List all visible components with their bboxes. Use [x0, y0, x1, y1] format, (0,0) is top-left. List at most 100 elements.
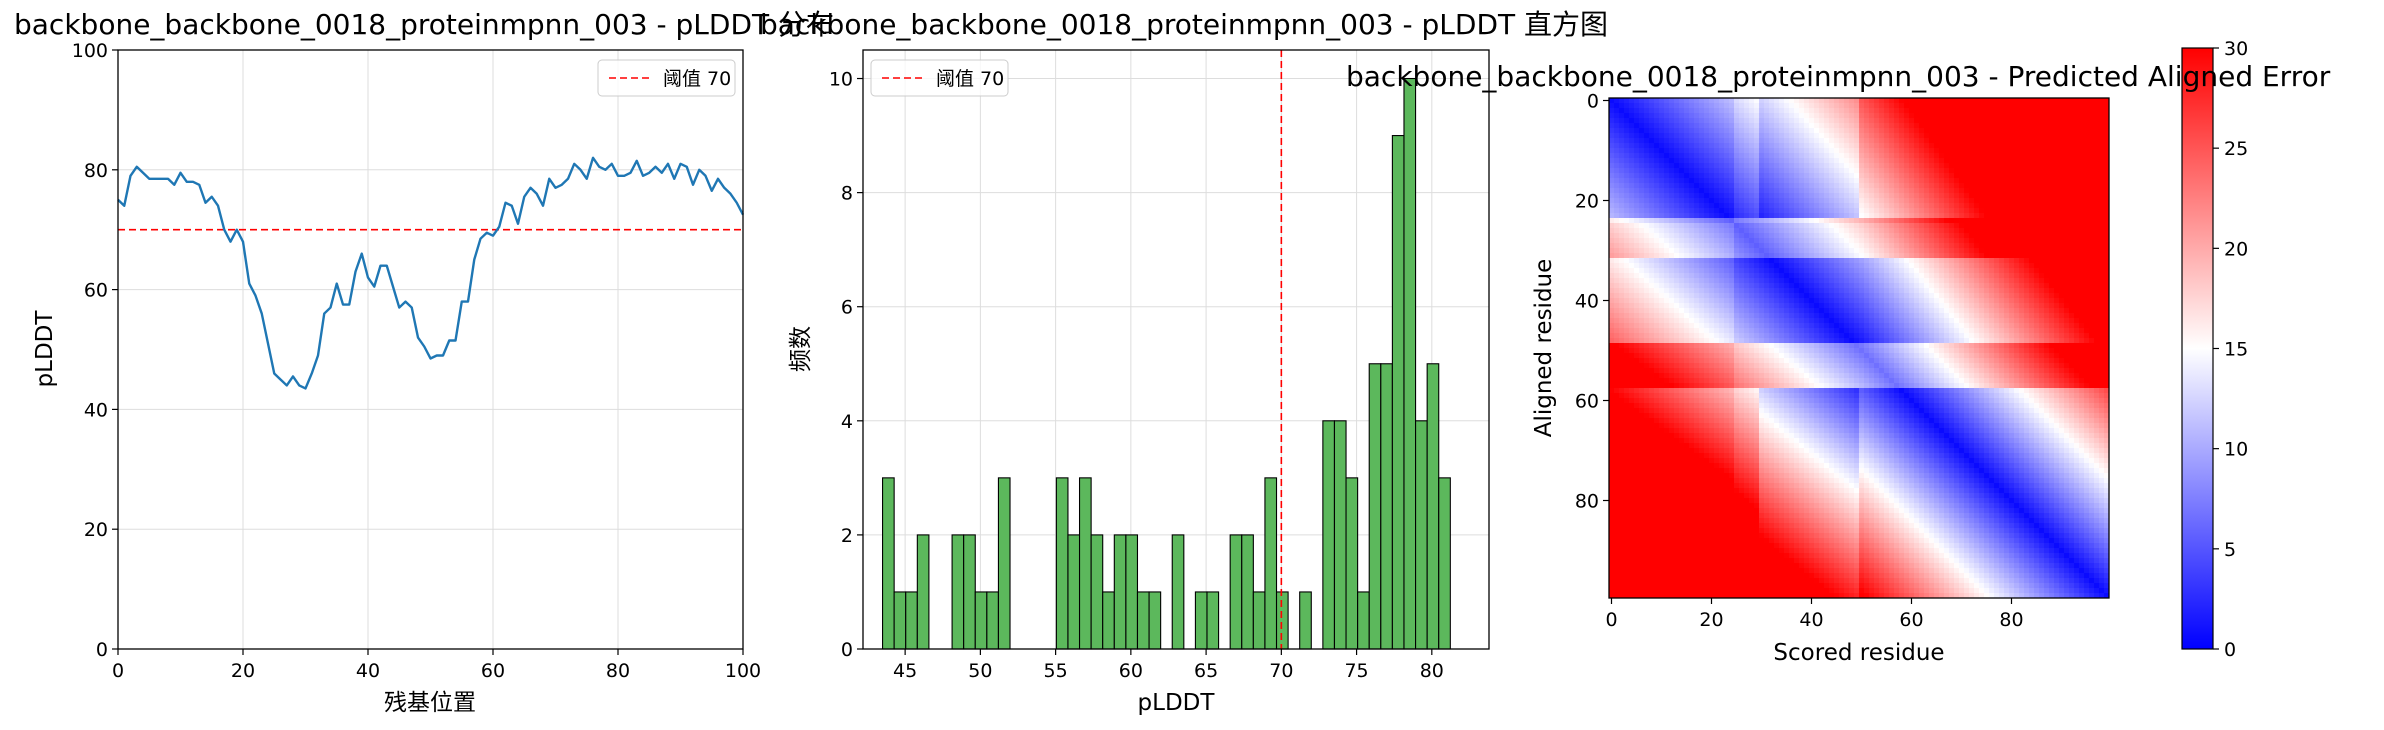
heatmap-cell	[1919, 183, 1925, 189]
heatmap-cell	[1844, 293, 1850, 299]
heatmap-cell	[1619, 248, 1625, 254]
heatmap-cell	[1749, 158, 1755, 164]
heatmap-cell	[1709, 128, 1715, 134]
heatmap-cell	[1959, 173, 1965, 179]
heatmap-cell	[1759, 338, 1765, 344]
heatmap-cell	[1749, 218, 1755, 224]
heatmap-cell	[1789, 118, 1795, 124]
heatmap-cell	[2034, 143, 2040, 149]
heatmap-cell	[2094, 198, 2100, 204]
heatmap-cell	[1964, 238, 1970, 244]
heatmap-cell	[1714, 168, 1720, 174]
heatmap-cell	[2024, 223, 2030, 229]
heatmap-cell	[1859, 318, 1865, 324]
heatmap-cell	[1819, 258, 1825, 264]
heatmap-cell	[1939, 318, 1945, 324]
heatmap-cell	[1944, 328, 1950, 334]
heatmap-cell	[2054, 283, 2060, 289]
heatmap-cell	[1874, 228, 1880, 234]
heatmap-cell	[1619, 228, 1625, 234]
heatmap-cell	[1729, 143, 1735, 149]
heatmap-cell	[1644, 133, 1650, 139]
heatmap-cell	[1919, 303, 1925, 309]
heatmap-cell	[1959, 273, 1965, 279]
heatmap-cell	[1909, 208, 1915, 214]
heatmap-cell	[2064, 133, 2070, 139]
heatmap-cell	[2034, 193, 2040, 199]
heatmap-cell	[1969, 258, 1975, 264]
heatmap-cell	[2059, 328, 2065, 334]
heatmap-cell	[1654, 178, 1660, 184]
heatmap-cell	[1989, 298, 1995, 304]
heatmap-cell	[1689, 138, 1695, 144]
heatmap-cell	[1659, 218, 1665, 224]
heatmap-cell	[1684, 268, 1690, 274]
heatmap-cell	[2064, 123, 2070, 129]
heatmap-cell	[1734, 138, 1740, 144]
heatmap-cell	[1744, 238, 1750, 244]
heatmap-cell	[1909, 118, 1915, 124]
heatmap-cell	[1629, 228, 1635, 234]
heatmap-cell	[1884, 153, 1890, 159]
heatmap-cell	[2074, 273, 2080, 279]
heatmap-cell	[1814, 273, 1820, 279]
heatmap-cell	[1979, 283, 1985, 289]
heatmap-cell	[2054, 118, 2060, 124]
heatmap-cell	[1979, 233, 1985, 239]
heatmap-cell	[1734, 288, 1740, 294]
heatmap-cell	[1664, 178, 1670, 184]
heatmap-cell	[2009, 228, 2015, 234]
heatmap-cell	[1619, 313, 1625, 319]
heatmap-cell	[1709, 103, 1715, 109]
heatmap-cell	[1839, 128, 1845, 134]
heatmap-cell	[1964, 208, 1970, 214]
heatmap-cell	[1694, 248, 1700, 254]
heatmap-cell	[1909, 243, 1915, 249]
heatmap-cell	[1744, 283, 1750, 289]
heatmap-cell	[1954, 208, 1960, 214]
heatmap-cell	[1749, 103, 1755, 109]
heatmap-cell	[1609, 208, 1615, 214]
heatmap-cell	[1619, 173, 1625, 179]
heatmap-cell	[1954, 303, 1960, 309]
heatmap-cell	[1804, 103, 1810, 109]
heatmap-cell	[2029, 208, 2035, 214]
heatmap-cell	[1984, 133, 1990, 139]
heatmap-cell	[1694, 273, 1700, 279]
heatmap-cell	[1849, 328, 1855, 334]
heatmap-cell	[1874, 143, 1880, 149]
heatmap-cell	[2034, 158, 2040, 164]
heatmap-cell	[2039, 183, 2045, 189]
heatmap-cell	[1984, 298, 1990, 304]
heatmap-cell	[1819, 103, 1825, 109]
heatmap-cell	[2019, 123, 2025, 129]
heatmap-cell	[1989, 263, 1995, 269]
heatmap-cell	[1834, 148, 1840, 154]
heatmap-cell	[1859, 158, 1865, 164]
heatmap-cell	[2069, 133, 2075, 139]
heatmap-cell	[1894, 268, 1900, 274]
heatmap-cell	[1824, 333, 1830, 339]
heatmap-cell	[1639, 233, 1645, 239]
heatmap-cell	[1924, 228, 1930, 234]
heatmap-cell	[1834, 303, 1840, 309]
heatmap-cell	[2044, 163, 2050, 169]
heatmap-cell	[1754, 288, 1760, 294]
heatmap-cell	[1959, 198, 1965, 204]
heatmap-cell	[1664, 148, 1670, 154]
heatmap-cell	[1894, 183, 1900, 189]
heatmap-cell	[1684, 218, 1690, 224]
heatmap-cell	[1879, 263, 1885, 269]
heatmap-cell	[1864, 243, 1870, 249]
heatmap-cell	[1894, 133, 1900, 139]
heatmap-cell	[1994, 188, 2000, 194]
heatmap-cell	[1874, 213, 1880, 219]
heatmap-cell	[1949, 148, 1955, 154]
heatmap-cell	[1769, 323, 1775, 329]
heatmap-cell	[2044, 128, 2050, 134]
heatmap-cell	[1999, 288, 2005, 294]
heatmap-cell	[1679, 183, 1685, 189]
heatmap-cell	[1874, 313, 1880, 319]
heatmap-cell	[1874, 138, 1880, 144]
heatmap-cell	[1704, 288, 1710, 294]
